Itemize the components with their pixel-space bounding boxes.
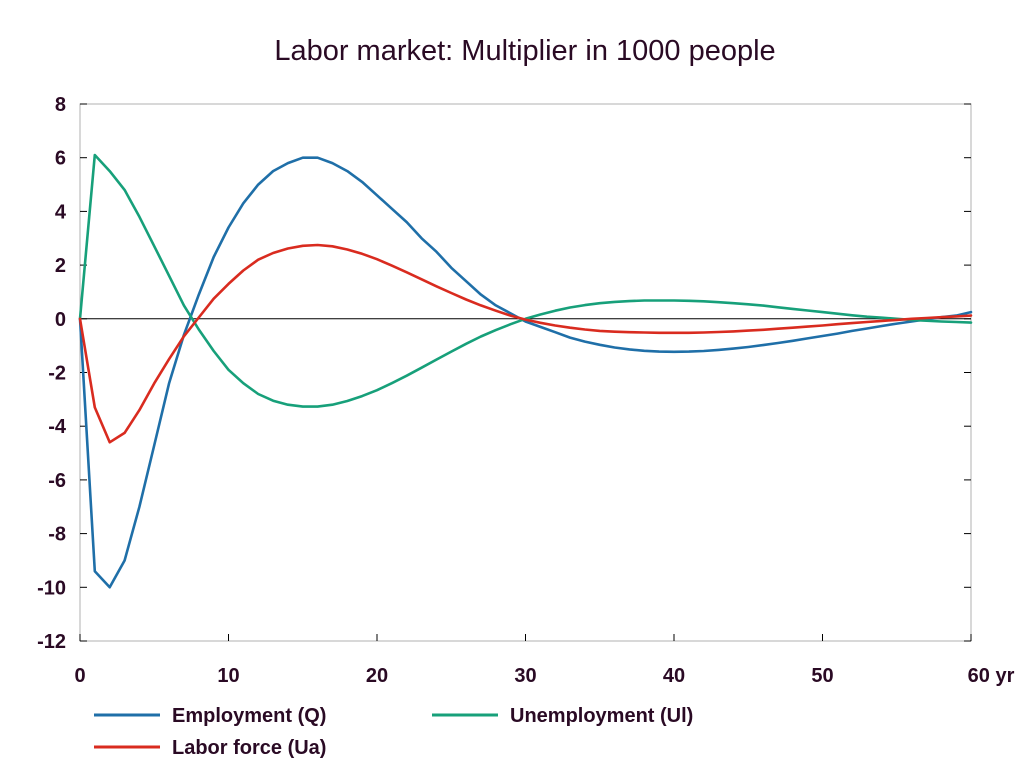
y-axis: 8 6 4 2 0 -2 -4 -6 -8 -10 -12 [37, 94, 971, 653]
y-tick-label: 2 [55, 255, 66, 277]
y-tick-label: -4 [48, 416, 67, 438]
series-line-2 [78, 153, 973, 408]
y-tick-label: -8 [48, 524, 66, 546]
y-tick-label: -10 [37, 577, 66, 599]
legend-label: Labor force (Ua) [172, 737, 326, 759]
x-tick-label: 40 [663, 665, 685, 687]
y-tick-label: 4 [55, 201, 67, 223]
y-tick-label: 6 [55, 148, 66, 170]
y-tick-label: -2 [48, 363, 66, 385]
plot-area-frame [79, 103, 972, 642]
x-tick-label: 10 [217, 665, 239, 687]
y-tick-label: 8 [55, 94, 66, 116]
series-lines [78, 153, 973, 589]
legend: Employment (Q) Unemployment (Ul) Labor for… [94, 705, 693, 759]
series-line-1 [78, 156, 973, 589]
y-tick-label: -12 [37, 631, 66, 653]
y-tick-label: -6 [48, 470, 66, 492]
x-tick-label: 60 yr [968, 665, 1015, 687]
chart-title: Labor market: Multiplier in 1000 people [274, 35, 775, 67]
y-tick-label: 0 [55, 309, 66, 331]
legend-label: Unemployment (Ul) [510, 705, 693, 727]
x-axis: 0 10 20 30 40 50 60 yr [74, 634, 1015, 687]
x-tick-label: 0 [74, 665, 85, 687]
series-line-3 [78, 243, 973, 444]
x-tick-label: 50 [811, 665, 833, 687]
legend-label: Employment (Q) [172, 705, 326, 727]
x-tick-label: 30 [514, 665, 536, 687]
x-tick-label: 20 [366, 665, 388, 687]
